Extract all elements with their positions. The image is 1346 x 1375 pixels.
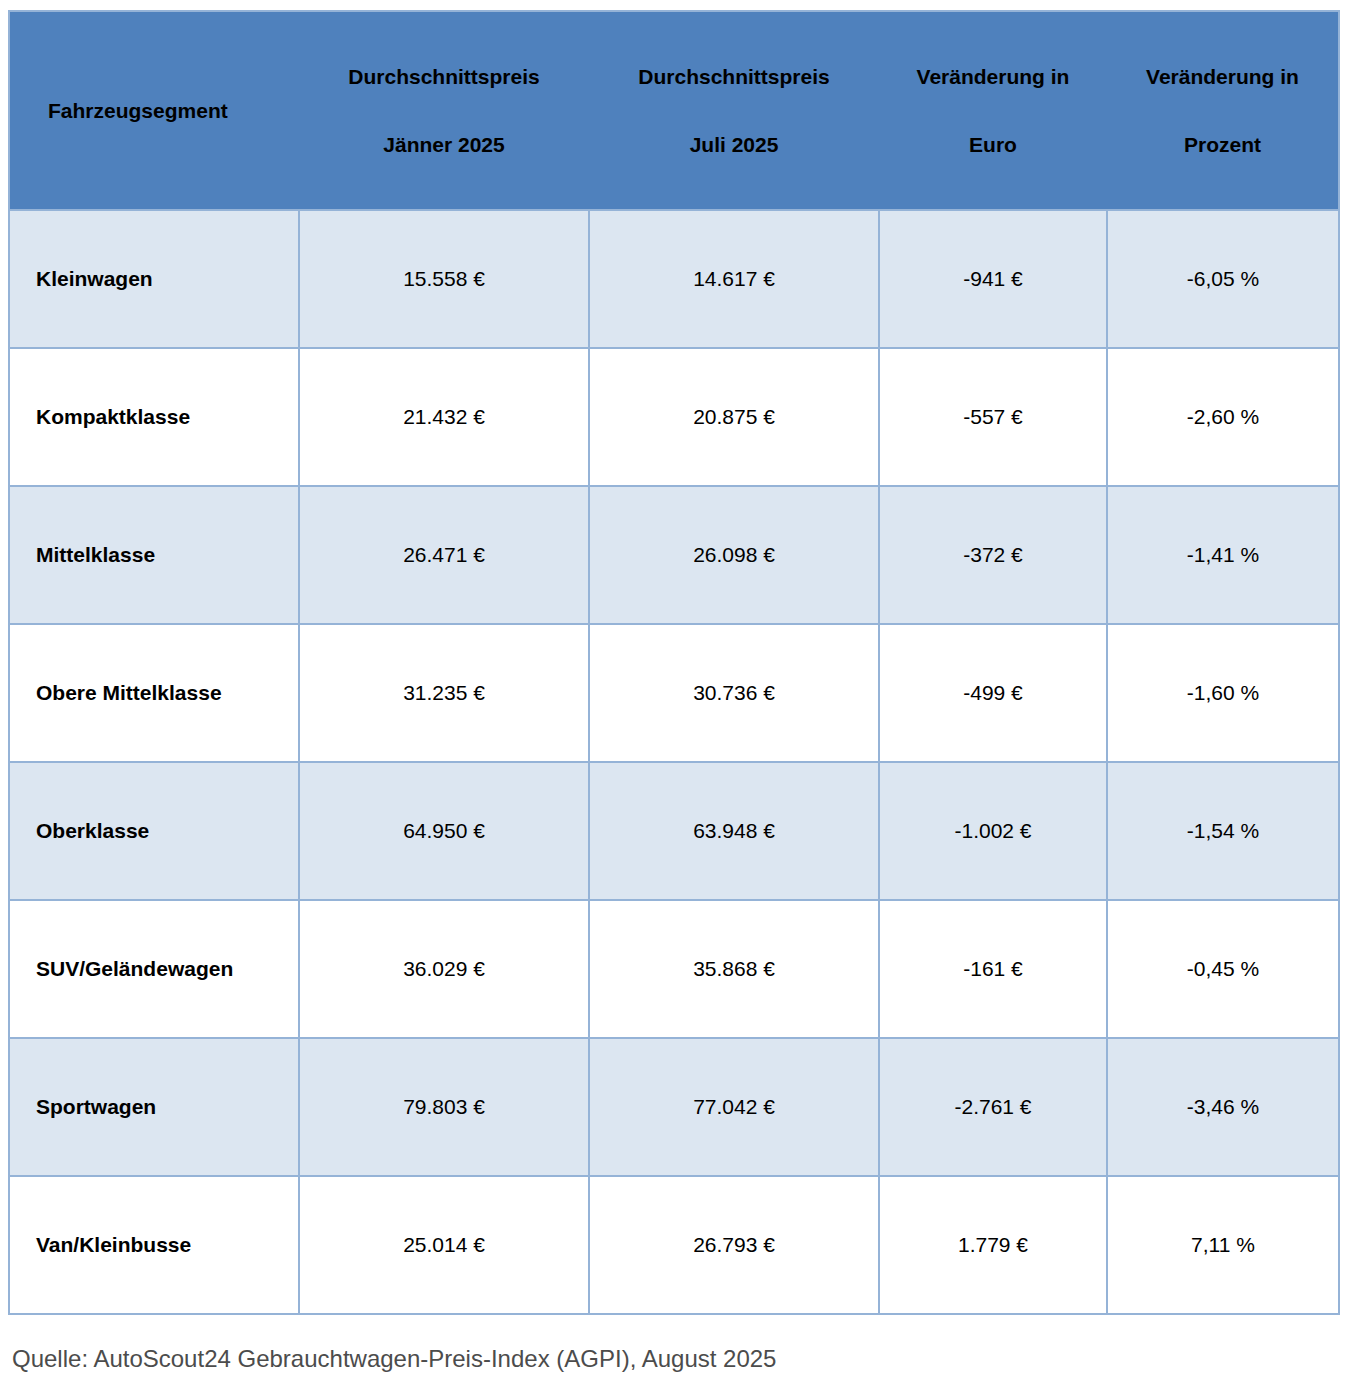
header-label: Durchschnittspreis	[638, 65, 829, 89]
price-jul-cell: 30.736 €	[589, 624, 879, 762]
price-jul-cell: 20.875 €	[589, 348, 879, 486]
segment-cell: Van/Kleinbusse	[9, 1176, 299, 1314]
table-row: SUV/Geländewagen 36.029 € 35.868 € -161 …	[9, 900, 1339, 1038]
header-veraenderung-euro: Veränderung in Euro	[879, 11, 1107, 210]
segment-cell: Kleinwagen	[9, 210, 299, 348]
header-durchschnittspreis-jaenner: Durchschnittspreis Jänner 2025	[299, 11, 589, 210]
table-row: Kompaktklasse 21.432 € 20.875 € -557 € -…	[9, 348, 1339, 486]
price-jul-cell: 14.617 €	[589, 210, 879, 348]
segment-cell: Sportwagen	[9, 1038, 299, 1176]
table-row: Kleinwagen 15.558 € 14.617 € -941 € -6,0…	[9, 210, 1339, 348]
change-euro-cell: -1.002 €	[879, 762, 1107, 900]
source-caption: Quelle: AutoScout24 Gebrauchtwagen-Preis…	[12, 1345, 1338, 1373]
change-pct-cell: -1,54 %	[1107, 762, 1339, 900]
change-pct-cell: -1,41 %	[1107, 486, 1339, 624]
header-label: Euro	[969, 133, 1017, 157]
change-pct-cell: -2,60 %	[1107, 348, 1339, 486]
header-label: Durchschnittspreis	[348, 65, 539, 89]
segment-cell: Oberklasse	[9, 762, 299, 900]
change-pct-cell: -3,46 %	[1107, 1038, 1339, 1176]
change-euro-cell: -499 €	[879, 624, 1107, 762]
page: Fahrzeugsegment Durchschnittspreis Jänne…	[0, 0, 1346, 1375]
table-row: Oberklasse 64.950 € 63.948 € -1.002 € -1…	[9, 762, 1339, 900]
price-jul-cell: 77.042 €	[589, 1038, 879, 1176]
change-pct-cell: -1,60 %	[1107, 624, 1339, 762]
segment-cell: Obere Mittelklasse	[9, 624, 299, 762]
header-label: Veränderung in	[917, 65, 1070, 89]
change-pct-cell: 7,11 %	[1107, 1176, 1339, 1314]
segment-cell: Mittelklasse	[9, 486, 299, 624]
header-label: Prozent	[1184, 133, 1261, 157]
table-row: Van/Kleinbusse 25.014 € 26.793 € 1.779 €…	[9, 1176, 1339, 1314]
change-pct-cell: -6,05 %	[1107, 210, 1339, 348]
change-euro-cell: 1.779 €	[879, 1176, 1107, 1314]
price-jan-cell: 25.014 €	[299, 1176, 589, 1314]
header-label: Fahrzeugsegment	[48, 99, 228, 122]
price-jan-cell: 64.950 €	[299, 762, 589, 900]
table-row: Sportwagen 79.803 € 77.042 € -2.761 € -3…	[9, 1038, 1339, 1176]
price-jan-cell: 36.029 €	[299, 900, 589, 1038]
header-label: Juli 2025	[690, 133, 779, 157]
price-jul-cell: 35.868 €	[589, 900, 879, 1038]
change-euro-cell: -372 €	[879, 486, 1107, 624]
price-jan-cell: 79.803 €	[299, 1038, 589, 1176]
header-veraenderung-prozent: Veränderung in Prozent	[1107, 11, 1339, 210]
header-label: Jänner 2025	[383, 133, 504, 157]
table-row: Obere Mittelklasse 31.235 € 30.736 € -49…	[9, 624, 1339, 762]
change-euro-cell: -557 €	[879, 348, 1107, 486]
header-fahrzeugsegment: Fahrzeugsegment	[9, 11, 299, 210]
change-pct-cell: -0,45 %	[1107, 900, 1339, 1038]
segment-cell: SUV/Geländewagen	[9, 900, 299, 1038]
price-jan-cell: 26.471 €	[299, 486, 589, 624]
change-euro-cell: -161 €	[879, 900, 1107, 1038]
price-jul-cell: 26.793 €	[589, 1176, 879, 1314]
header-durchschnittspreis-juli: Durchschnittspreis Juli 2025	[589, 11, 879, 210]
header-label: Veränderung in	[1146, 65, 1299, 89]
price-jan-cell: 21.432 €	[299, 348, 589, 486]
table-row: Mittelklasse 26.471 € 26.098 € -372 € -1…	[9, 486, 1339, 624]
change-euro-cell: -941 €	[879, 210, 1107, 348]
segment-cell: Kompaktklasse	[9, 348, 299, 486]
table-header-row: Fahrzeugsegment Durchschnittspreis Jänne…	[9, 11, 1339, 210]
price-jul-cell: 26.098 €	[589, 486, 879, 624]
price-table: Fahrzeugsegment Durchschnittspreis Jänne…	[8, 10, 1340, 1315]
change-euro-cell: -2.761 €	[879, 1038, 1107, 1176]
price-jan-cell: 15.558 €	[299, 210, 589, 348]
price-jan-cell: 31.235 €	[299, 624, 589, 762]
price-jul-cell: 63.948 €	[589, 762, 879, 900]
